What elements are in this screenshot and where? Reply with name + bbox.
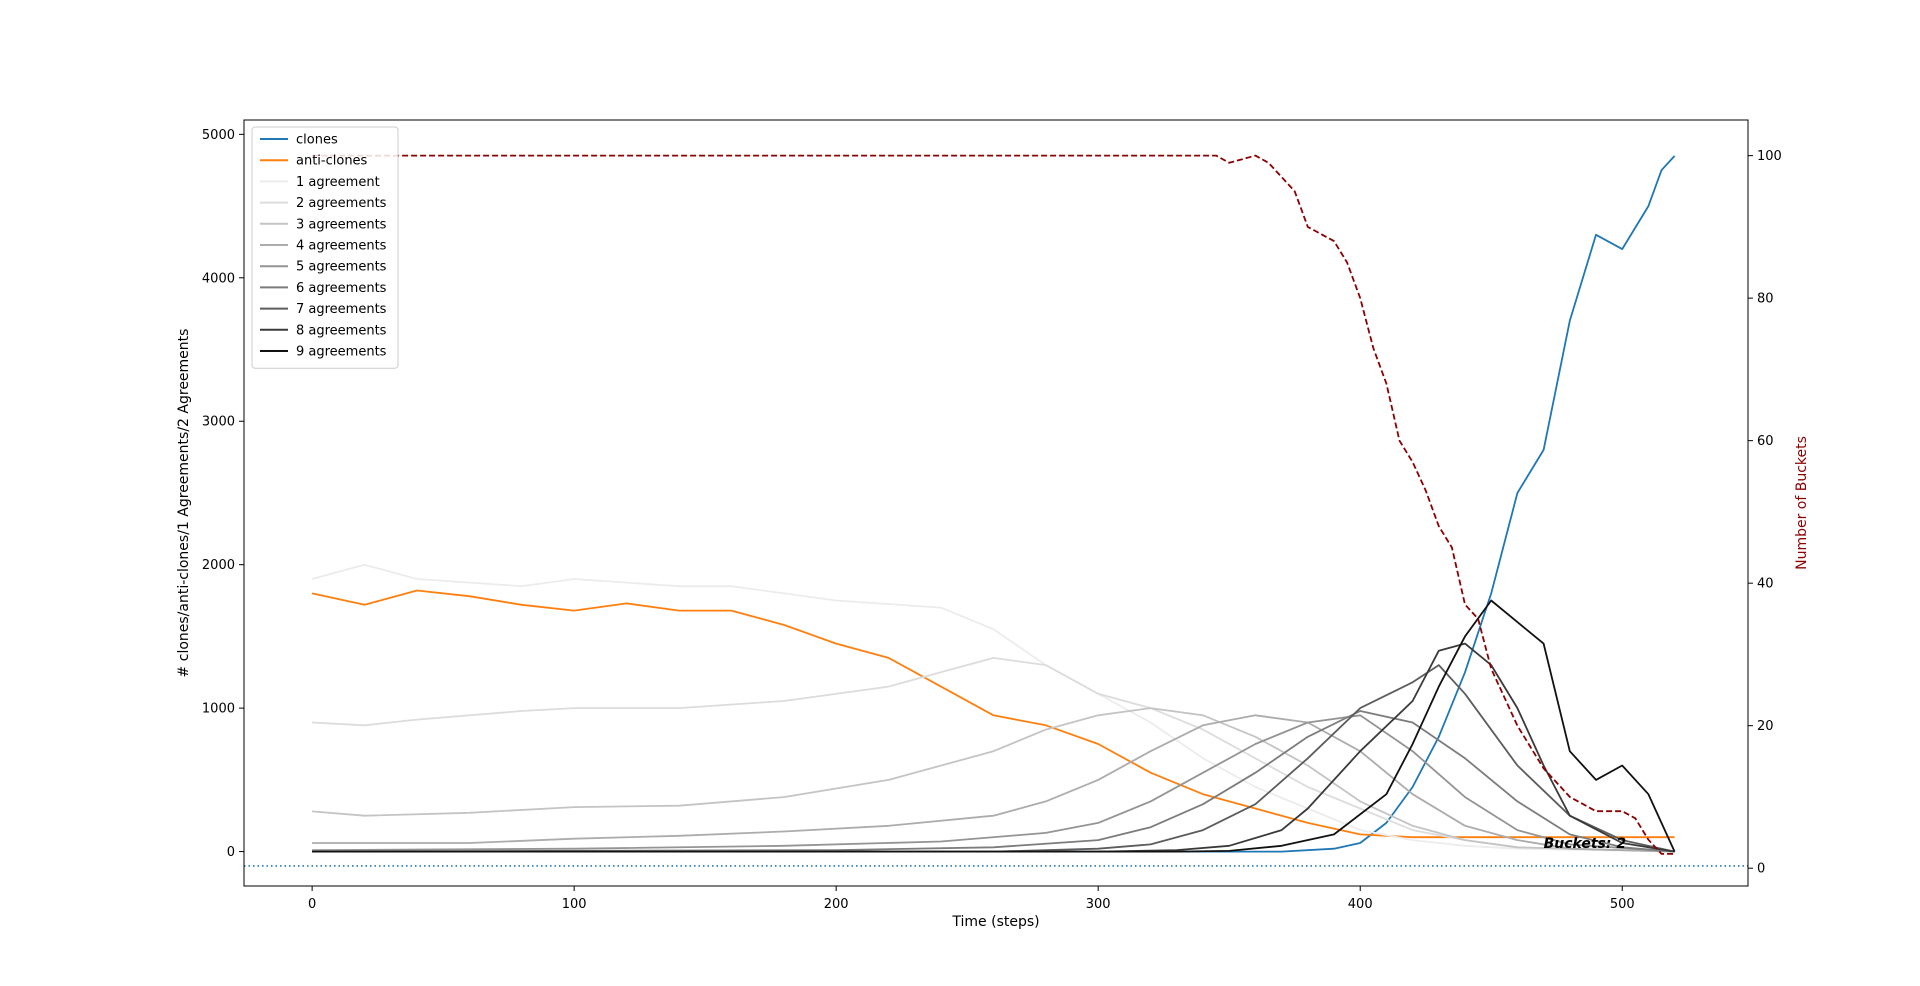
axes-layer: 0 100 200 300 400 500010002000300040005000020… [202, 119, 1782, 912]
series-layer [244, 154, 1748, 867]
series-7-agreements-line [312, 664, 1675, 853]
series-buckets-line [312, 154, 1675, 855]
legend-label-clones: clones [296, 133, 338, 148]
y2-tick-label: 100 [1757, 149, 1782, 164]
y-tick-label: 3000 [202, 415, 235, 430]
x-tick-label: 400 [1348, 897, 1373, 912]
x-tick-label: 100 [562, 897, 587, 912]
legend-box [251, 126, 399, 369]
plot-area [244, 120, 1748, 886]
series-2-agreements-line [312, 657, 1675, 853]
legend-label-6-agreements: 6 agreements [296, 281, 387, 296]
legend-label-1-agreement: 1 agreement [296, 175, 380, 190]
legend-label-9-agreements: 9 agreements [296, 345, 387, 360]
x-tick-label: 200 [824, 897, 849, 912]
series-anti-clones-line [311, 589, 1675, 839]
series-9-agreements-line [312, 599, 1676, 853]
y-axis-label: # clones/anti-clones/1 Agreements/2 Agre… [176, 329, 192, 678]
y-tick-label: 4000 [202, 271, 235, 286]
y2-axis-label: Number of Buckets [1794, 436, 1810, 570]
legend: clones anti-clones 1 agreement 2 agreements… [251, 126, 399, 369]
legend-label-5-agreements: 5 agreements [296, 260, 387, 275]
x-tick-label: 0 [308, 897, 316, 912]
series-5-agreements-line [312, 714, 1675, 853]
y2-tick-label: 80 [1757, 292, 1774, 307]
buckets-annotation: Buckets: 2 [1544, 836, 1626, 852]
y-tick-label: 5000 [202, 128, 235, 143]
legend-label-3-agreements: 3 agreements [296, 217, 387, 232]
x-axis-label: Time (steps) [951, 914, 1039, 930]
legend-label-4-agreements: 4 agreements [296, 239, 387, 254]
y-tick-label: 0 [227, 845, 235, 860]
series-8-agreements-line [312, 642, 1675, 853]
series-6-agreements-line [312, 710, 1675, 853]
plot-frame [243, 119, 1749, 887]
series-3-agreements-line [312, 707, 1675, 853]
legend-label-7-agreements: 7 agreements [296, 302, 387, 317]
series-4-agreements-line [312, 714, 1675, 853]
series-clones-line [312, 155, 1676, 853]
y2-tick-label: 20 [1757, 719, 1774, 734]
x-tick-label: 500 [1610, 897, 1635, 912]
y-tick-label: 2000 [202, 558, 235, 573]
legend-label-2-agreements: 2 agreements [296, 196, 387, 211]
y2-tick-label: 0 [1757, 862, 1765, 877]
legend-label-8-agreements: 8 agreements [296, 323, 387, 338]
y2-tick-label: 60 [1757, 434, 1774, 449]
y2-tick-label: 40 [1757, 577, 1774, 592]
legend-label-anti-clones: anti-clones [296, 154, 368, 169]
x-tick-label: 300 [1086, 897, 1111, 912]
y-tick-label: 1000 [202, 702, 235, 717]
